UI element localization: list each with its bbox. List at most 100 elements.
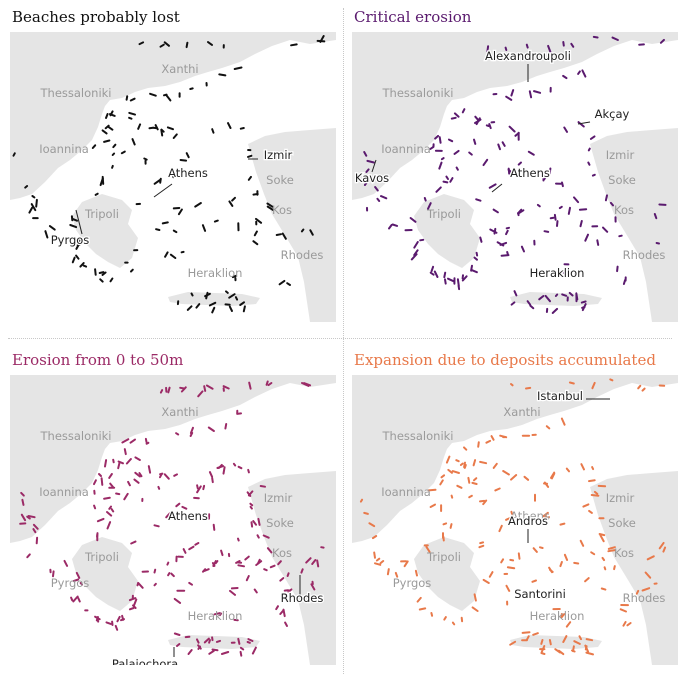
coastal-segment	[224, 423, 228, 430]
city-label-izmir: Izmir	[606, 148, 635, 162]
coastal-segment	[533, 90, 542, 94]
coastal-segment	[239, 650, 243, 657]
coastal-segment	[573, 196, 580, 204]
coastal-segment	[364, 179, 369, 183]
coastal-segment	[155, 228, 161, 231]
coastal-segment	[592, 35, 599, 39]
coastal-segment	[153, 524, 160, 528]
coastal-segment	[463, 461, 466, 469]
coastal-segment	[599, 534, 605, 543]
coastal-segment	[228, 305, 233, 312]
coastal-segment	[579, 539, 585, 547]
coastal-segment	[578, 635, 582, 641]
land-mass	[414, 537, 480, 611]
city-label-soke: Soke	[608, 173, 636, 187]
land-mass	[248, 471, 336, 665]
city-label-akcay: Akçay	[595, 107, 630, 121]
land-mass	[168, 635, 260, 649]
coastal-segment	[128, 116, 133, 120]
coastal-segment	[517, 208, 523, 214]
coastal-segment	[300, 568, 304, 574]
city-label-ioannina: Ioannina	[39, 485, 89, 499]
coastal-segment	[561, 181, 564, 188]
coastal-segment	[26, 515, 31, 520]
coastal-segment	[568, 381, 575, 385]
coastal-segment	[98, 271, 105, 274]
coastal-segment	[103, 496, 111, 500]
coastal-segment	[435, 186, 442, 193]
coastal-segment	[165, 512, 171, 519]
coastal-segment	[479, 236, 483, 243]
coastal-segment	[208, 639, 211, 644]
coastal-segment	[444, 278, 447, 285]
coastal-segment	[418, 607, 427, 611]
coastal-segment	[573, 272, 577, 278]
coastal-segment	[309, 229, 314, 236]
coastal-segment	[72, 595, 79, 603]
land-mass	[414, 194, 480, 268]
coastal-segment	[510, 383, 514, 387]
coastal-segment	[301, 382, 310, 387]
coastal-segment	[438, 161, 443, 170]
coastal-segment	[129, 97, 136, 102]
coastal-segment	[653, 213, 658, 220]
coastal-segment	[505, 584, 511, 592]
coastal-segment	[30, 203, 37, 212]
coastal-segment	[485, 124, 490, 127]
land-mass	[590, 128, 678, 322]
coastal-segment	[104, 124, 110, 130]
coastal-segment	[120, 150, 126, 155]
coastal-segment	[275, 605, 279, 611]
coastal-segment	[521, 631, 531, 634]
coastal-segment	[505, 226, 510, 230]
city-label-tripoli: Tripoli	[426, 550, 461, 564]
coastal-segment	[588, 479, 596, 483]
coastal-segment	[658, 541, 665, 550]
city-label-tripoli: Tripoli	[426, 207, 461, 221]
coastal-segment	[471, 606, 479, 612]
coastal-segment	[659, 38, 665, 44]
land-mass	[72, 537, 138, 611]
coastal-segment	[374, 562, 382, 566]
coastal-segment	[618, 234, 623, 238]
coastal-segment	[544, 516, 550, 520]
coastal-segment	[21, 498, 25, 506]
coastal-segment	[149, 92, 157, 97]
coastal-segment	[185, 152, 190, 159]
coastal-segment	[266, 547, 273, 554]
coastal-segment	[107, 126, 114, 131]
coastal-segment	[425, 545, 431, 553]
coastal-segment	[257, 517, 261, 526]
coastal-segment	[371, 535, 378, 540]
coastal-segments	[363, 35, 667, 314]
coastal-segment	[117, 460, 124, 465]
coastal-segment	[247, 468, 250, 474]
coastal-segment	[455, 166, 459, 171]
coastal-segment	[442, 522, 448, 526]
coastal-segment	[311, 559, 317, 565]
coastal-segment	[593, 490, 599, 495]
coastal-segment	[100, 477, 104, 486]
coastal-segment	[197, 644, 202, 650]
coastal-segment	[72, 578, 80, 583]
coastal-segment	[182, 548, 187, 554]
city-label-pyrgos: Pyrgos	[51, 576, 90, 590]
coastal-segment	[447, 468, 453, 474]
coastal-segment	[166, 126, 174, 131]
coastal-segment	[279, 577, 285, 582]
panel-title: Beaches probably lost	[12, 8, 180, 26]
coastal-segment	[290, 43, 298, 47]
coastal-segment	[416, 596, 422, 603]
coastal-segment	[173, 597, 182, 604]
coastal-segment	[547, 44, 552, 53]
coastal-segment	[525, 386, 532, 390]
coastal-segment	[448, 138, 454, 143]
coastal-segment	[194, 202, 202, 208]
coastal-segment	[591, 466, 595, 471]
panel-erosion-0-50m: Erosion from 0 to 50m Xanthi Thessaloniki…	[10, 345, 336, 665]
coastal-segment	[562, 635, 568, 643]
coastal-segment	[500, 254, 510, 257]
coastal-segment	[253, 230, 258, 237]
coastal-segment	[440, 157, 445, 161]
coastal-segment	[176, 643, 181, 647]
